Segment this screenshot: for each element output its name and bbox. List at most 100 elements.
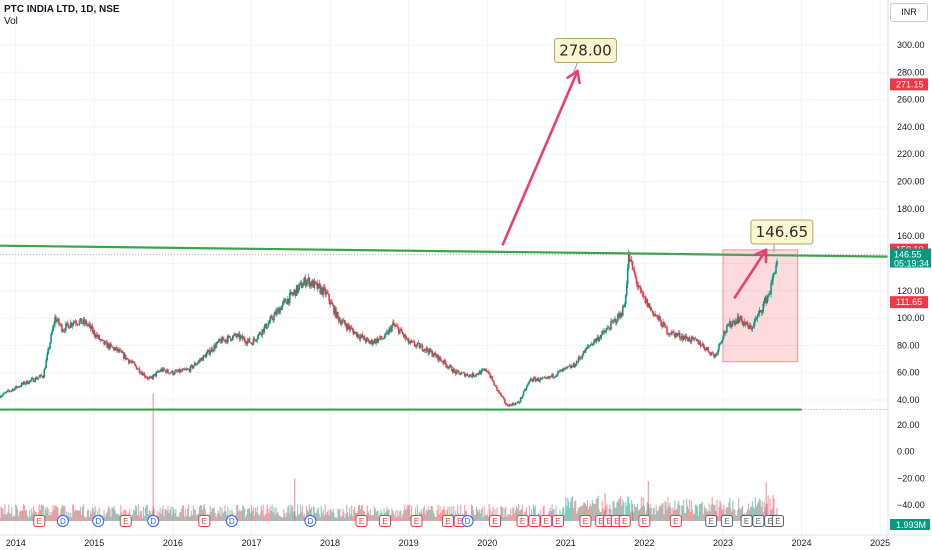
marker-square bbox=[740, 515, 753, 527]
candle-body bbox=[196, 363, 199, 365]
candle-body bbox=[66, 322, 69, 325]
candle-body bbox=[589, 345, 592, 346]
marker-letter: E bbox=[532, 517, 537, 526]
candle-body bbox=[50, 334, 52, 343]
candle-body bbox=[732, 320, 735, 322]
candle-body bbox=[612, 321, 614, 323]
volume-bar bbox=[601, 500, 603, 521]
volume-bar bbox=[720, 503, 722, 521]
volume-bar bbox=[191, 515, 194, 521]
candle-body bbox=[192, 366, 195, 369]
volume-bar bbox=[377, 510, 379, 521]
candle-body bbox=[225, 339, 227, 342]
volume-bar bbox=[350, 514, 352, 521]
candle-body bbox=[129, 361, 132, 363]
time-tick-label: 2023 bbox=[713, 538, 733, 548]
candle-body bbox=[720, 342, 722, 344]
volume-bar bbox=[156, 510, 158, 521]
candle-body bbox=[371, 339, 374, 345]
candle-body bbox=[739, 315, 742, 319]
candle-body bbox=[372, 342, 375, 345]
volume-bar bbox=[577, 507, 580, 521]
candle-body bbox=[290, 292, 293, 295]
volume-bar bbox=[398, 515, 400, 521]
time-tick-label: 2014 bbox=[6, 538, 26, 548]
candle-body bbox=[693, 338, 696, 339]
volume-bar bbox=[203, 504, 205, 521]
volume-bar bbox=[301, 505, 304, 521]
volume-bar bbox=[265, 513, 267, 521]
candle-body bbox=[605, 329, 607, 333]
candle-body bbox=[687, 337, 690, 342]
candle-body bbox=[353, 332, 356, 335]
candle-body bbox=[182, 368, 185, 370]
time-axis[interactable]: 2014 2015 2016 2017 2018 2019 2020 2021 2022 2023… bbox=[6, 538, 890, 548]
callout-278[interactable]: 278.00 bbox=[553, 37, 617, 73]
candle-body bbox=[162, 368, 164, 372]
candle-body bbox=[623, 304, 626, 308]
volume-bar bbox=[327, 510, 329, 521]
resistance-trendline[interactable] bbox=[0, 244, 889, 258]
candle-body bbox=[453, 369, 455, 373]
candle-body bbox=[289, 292, 292, 293]
volume-bar bbox=[710, 504, 712, 521]
candle-body bbox=[257, 334, 260, 339]
candle-body bbox=[127, 359, 130, 363]
volume-bar bbox=[432, 510, 434, 521]
volume-bar bbox=[510, 508, 512, 521]
candle-body bbox=[291, 294, 294, 295]
volume-bar bbox=[542, 506, 544, 521]
volume-bar bbox=[426, 510, 428, 521]
candle-body bbox=[577, 357, 580, 362]
candle-body bbox=[186, 369, 189, 371]
candle-body bbox=[668, 333, 670, 335]
candle-body bbox=[531, 380, 534, 382]
candle-body bbox=[478, 371, 481, 375]
volume-bar bbox=[333, 512, 335, 521]
currency-button[interactable]: INR bbox=[890, 3, 928, 22]
candle-body bbox=[674, 333, 676, 338]
candle-body bbox=[52, 325, 54, 332]
volume-axis[interactable]: 20.000.00−20.00−40.00 bbox=[897, 420, 925, 510]
volume-bar bbox=[354, 506, 356, 521]
marker-square bbox=[551, 515, 564, 527]
volume-bar bbox=[606, 504, 608, 521]
candle-body bbox=[552, 373, 554, 378]
volume-bar bbox=[194, 509, 197, 521]
candle-body bbox=[340, 320, 342, 325]
candle-body bbox=[614, 318, 616, 320]
volume-bar bbox=[347, 512, 349, 521]
volume-bar bbox=[69, 517, 71, 521]
candle-body bbox=[281, 305, 283, 311]
candle-body bbox=[591, 343, 594, 346]
candle-body bbox=[380, 336, 382, 339]
price-tick-label: 220.00 bbox=[897, 149, 925, 159]
candle-body bbox=[507, 404, 509, 407]
volume-bar bbox=[343, 511, 345, 521]
highlight-box[interactable] bbox=[722, 249, 799, 363]
candle-body bbox=[510, 404, 513, 406]
candle-body bbox=[773, 273, 775, 275]
volume-bar bbox=[773, 498, 775, 521]
callout-146[interactable]: 146.65 bbox=[750, 219, 814, 253]
volume-bar bbox=[258, 515, 260, 521]
volume-bar bbox=[56, 506, 58, 521]
candle-body bbox=[352, 330, 355, 335]
candle-body bbox=[201, 358, 204, 361]
volume-bar bbox=[270, 510, 272, 521]
candle-body bbox=[82, 319, 85, 324]
candle-body bbox=[607, 327, 609, 329]
candle-body bbox=[7, 390, 9, 392]
candle-body bbox=[211, 348, 213, 352]
candle-body bbox=[77, 324, 80, 326]
volume-bar bbox=[6, 513, 8, 521]
volume-bar bbox=[626, 505, 628, 521]
marker-square bbox=[441, 515, 454, 527]
candle-body bbox=[532, 377, 535, 381]
volume-bar bbox=[7, 511, 9, 521]
candle-body bbox=[554, 376, 556, 378]
volume-bar bbox=[3, 514, 5, 521]
candle-body bbox=[563, 368, 565, 370]
candle-body bbox=[49, 342, 51, 349]
